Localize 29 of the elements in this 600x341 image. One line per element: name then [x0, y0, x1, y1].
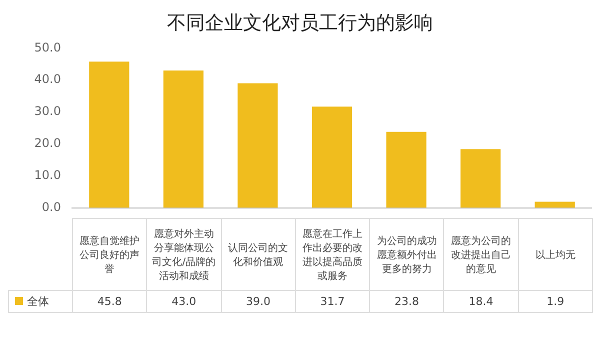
x-tick-label: 愿意自觉维护公司良好的声誉: [72, 218, 147, 290]
y-tick-label: 50.0: [34, 40, 61, 54]
x-tick-label: 愿意为公司的改进提出自己的意见: [444, 218, 518, 290]
data-label: 45.8: [72, 290, 147, 312]
y-tick-label: 20.0: [34, 136, 61, 150]
x-tick-label: 愿意对外主动分享能体现公司文化/品牌的活动和成绩: [146, 218, 222, 290]
chart-title: 不同企业文化对员工行为的影响: [166, 11, 434, 36]
data-label: 23.8: [370, 290, 444, 312]
y-tick-label: 10.0: [34, 168, 61, 182]
x-tick-label: 为公司的成功愿意额外付出更多的努力: [370, 218, 444, 290]
y-tick-label: 0.0: [42, 200, 61, 214]
bar: [163, 70, 204, 208]
x-tick-label: 愿意在工作上作出必要的改进以提高品质或服务: [295, 218, 370, 290]
data-label: 1.9: [518, 290, 592, 312]
bar: [386, 132, 426, 208]
x-tick-label: 认同公司的文化和价值观: [221, 218, 296, 290]
legend-label: 全体: [26, 295, 49, 308]
y-tick-label: 30.0: [34, 104, 61, 118]
bar: [89, 62, 130, 208]
data-label: 39.0: [221, 290, 296, 312]
bar: [312, 106, 352, 208]
data-label: 31.7: [295, 290, 370, 312]
data-label: 43.0: [146, 290, 222, 312]
y-tick-label: 40.0: [34, 72, 61, 86]
x-tick-label: 以上均无: [518, 218, 592, 290]
bar: [534, 202, 575, 208]
data-label: 18.4: [444, 290, 518, 312]
bar: [460, 149, 501, 208]
bar: [238, 83, 278, 208]
